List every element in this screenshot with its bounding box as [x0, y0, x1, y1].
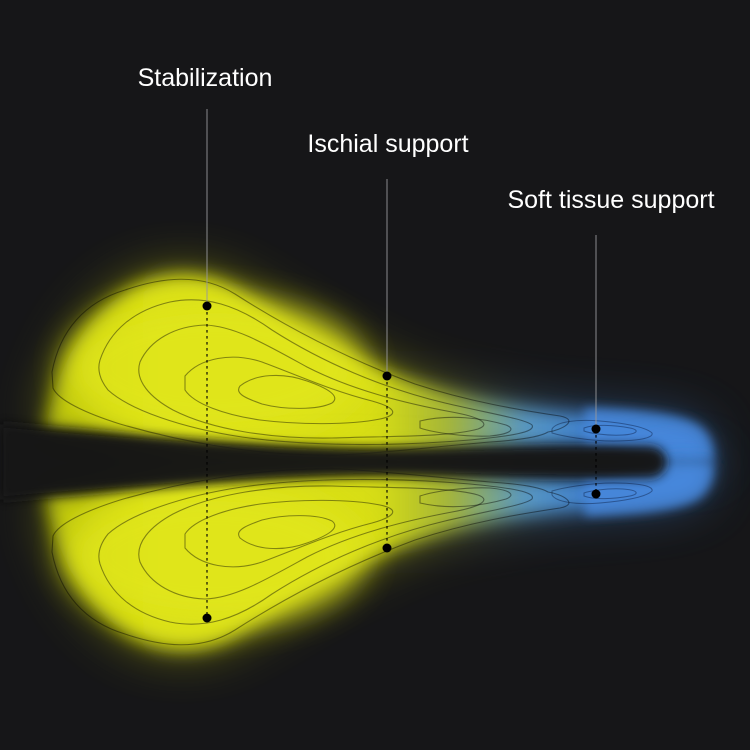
yellow-hotspot: [65, 298, 365, 438]
pressure-contours: [51, 278, 653, 456]
saddle-top-half: [45, 275, 713, 461]
pressure-point-dot: [202, 613, 212, 623]
annotation-stabilization: Stabilization: [138, 64, 273, 623]
annotation-label: Ischial support: [307, 130, 468, 158]
annotation-label: Soft tissue support: [507, 186, 714, 214]
pressure-point-dot: [591, 424, 601, 434]
pressure-point-dot: [382, 543, 392, 553]
annotation-soft-tissue-support: Soft tissue support: [507, 186, 715, 499]
pressure-point-dot: [382, 371, 392, 381]
pressure-point-dot: [591, 489, 601, 499]
annotation-label: Stabilization: [138, 64, 273, 92]
annotation-ischial-support: Ischial support: [307, 130, 469, 553]
center-channel-cutout: [0, 424, 666, 500]
pressure-point-dot: [202, 301, 212, 311]
